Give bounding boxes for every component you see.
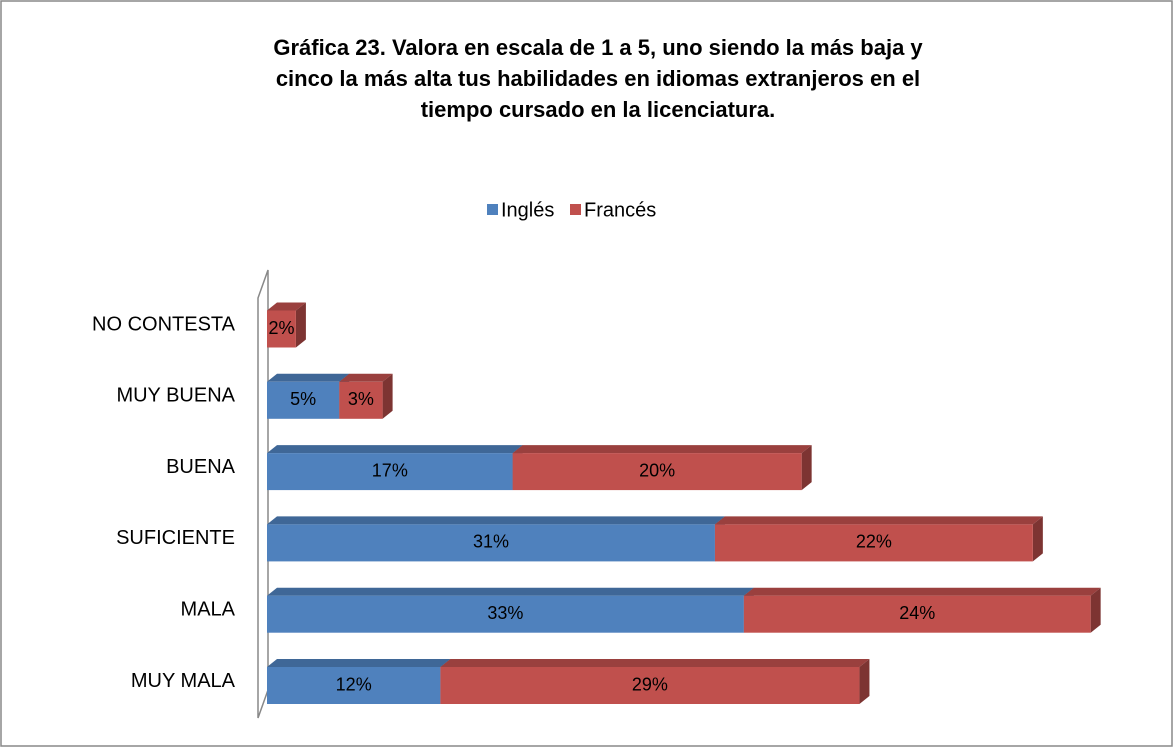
bar-front — [714, 524, 1033, 562]
category-label: SUFICIENTE — [116, 527, 235, 549]
chart-title: tiempo cursado en la licenciatura. — [421, 97, 776, 122]
bar-segment — [714, 516, 1043, 562]
bar-segment — [339, 373, 393, 419]
bar-front — [267, 667, 441, 704]
bar-front — [267, 381, 340, 419]
bar-top — [267, 659, 451, 667]
bar-side — [1032, 516, 1043, 562]
category-label: MUY MALA — [131, 670, 236, 692]
value-label: 24% — [899, 603, 935, 623]
bar-top — [743, 587, 1101, 596]
bar-top — [267, 373, 350, 382]
bar-segment — [267, 445, 523, 491]
bar-front — [267, 595, 744, 633]
value-label: 22% — [856, 532, 892, 552]
axis-wall — [257, 269, 269, 719]
value-label: 12% — [336, 674, 372, 694]
bar-side — [1090, 587, 1101, 633]
value-label: 29% — [632, 674, 668, 694]
bar-segment — [512, 445, 812, 491]
category-label: MALA — [181, 598, 236, 620]
category-label: MUY BUENA — [116, 385, 235, 407]
legend-swatch — [570, 204, 581, 215]
legend-swatch — [487, 204, 498, 215]
category-label: NO CONTESTA — [92, 313, 236, 335]
bar-top — [339, 373, 393, 382]
bar-top — [714, 516, 1043, 525]
value-label: 3% — [348, 389, 374, 409]
bar-front — [440, 667, 860, 704]
bar-segment — [267, 302, 306, 348]
bar-front — [267, 453, 513, 491]
bar-front — [512, 453, 802, 491]
bar-top — [267, 302, 306, 311]
value-label: 33% — [487, 603, 523, 623]
bar-segment — [743, 587, 1101, 633]
category-label: BUENA — [166, 456, 236, 478]
value-label: 31% — [473, 532, 509, 552]
bar-top — [267, 445, 523, 454]
chart-title: Gráfica 23. Valora en escala de 1 a 5, u… — [273, 35, 923, 60]
value-label: 2% — [268, 318, 294, 338]
bar-side — [295, 302, 306, 348]
value-label: 20% — [639, 460, 675, 480]
bar-front — [339, 381, 383, 419]
bar-front — [267, 524, 715, 562]
legend-label: Inglés — [501, 199, 554, 221]
legend-label: Francés — [584, 199, 656, 221]
bar-front — [743, 595, 1091, 633]
chart-title: cinco la más alta tus habilidades en idi… — [276, 66, 920, 91]
value-label: 5% — [290, 389, 316, 409]
bar-front — [267, 310, 296, 348]
bar-side — [382, 373, 393, 419]
bar-top — [267, 587, 754, 596]
bar-side — [801, 445, 812, 491]
value-label: 17% — [372, 460, 408, 480]
bar-side — [859, 659, 870, 704]
bar-segment — [440, 659, 870, 704]
bar-top — [512, 445, 812, 454]
bar-top — [267, 516, 725, 525]
bar-top — [440, 659, 870, 667]
